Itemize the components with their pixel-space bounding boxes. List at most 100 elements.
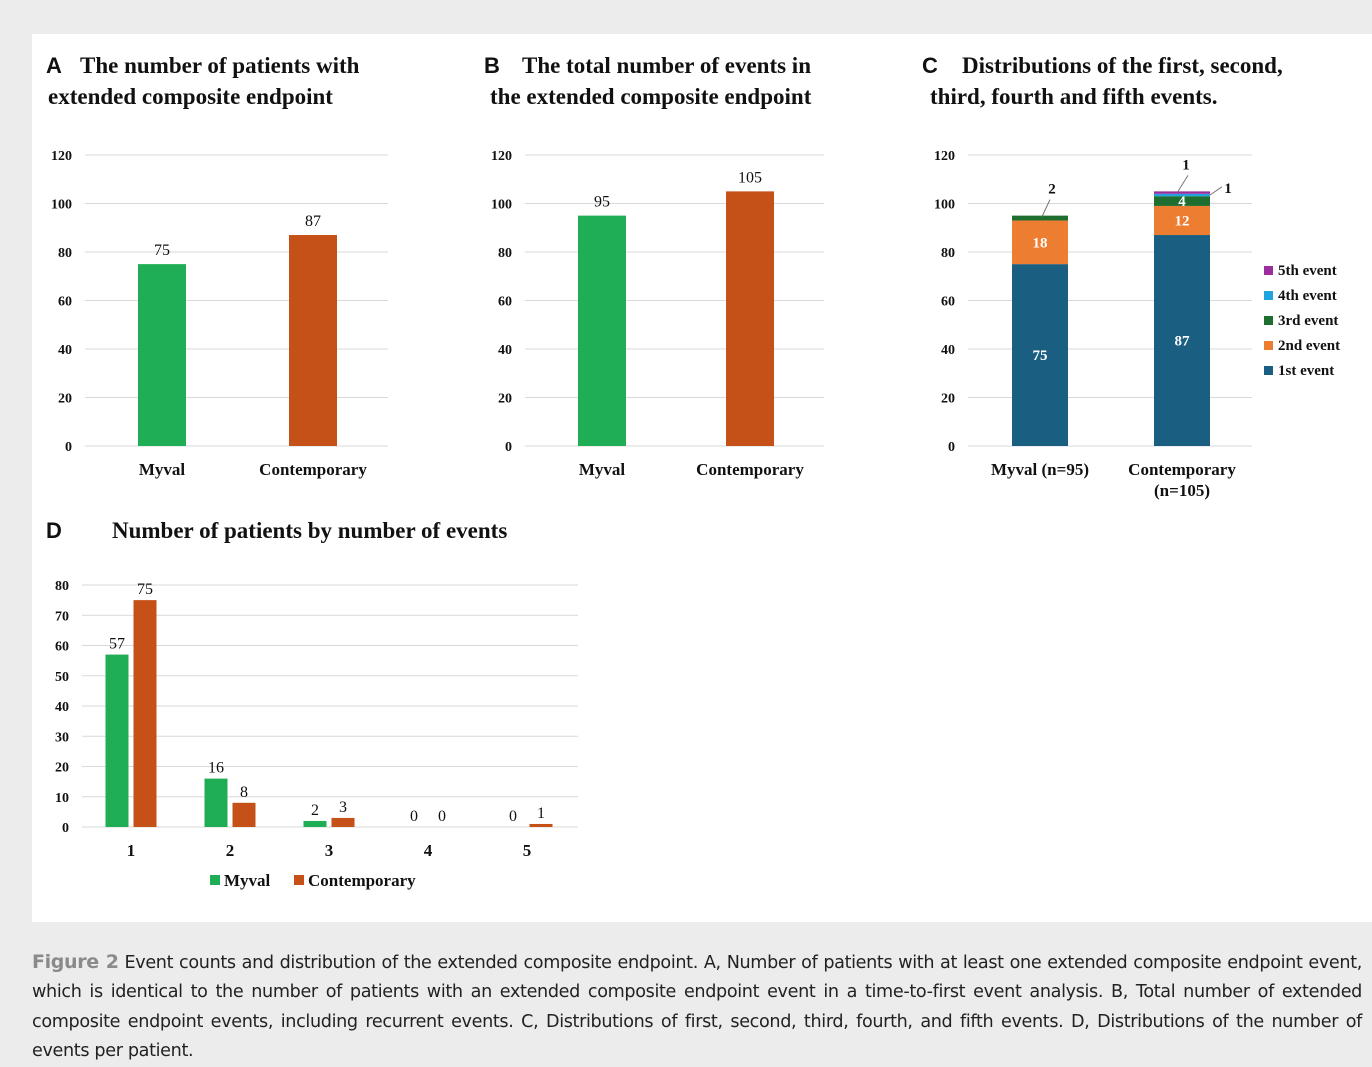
- bar-segment-C-1-5th-event: [1154, 191, 1210, 194]
- y-tick-label-C-40: 40: [941, 343, 955, 358]
- panel-title-B-line2: the extended composite endpoint: [490, 84, 812, 109]
- legend-label-C-5th-event: 5th event: [1278, 263, 1337, 279]
- data-label-C-1-5th-event: 1: [1182, 157, 1190, 173]
- x-tick-label-C-0-line1: Myval (n=95): [991, 460, 1089, 479]
- y-tick-label-B-100: 100: [491, 198, 512, 213]
- panel-letter-B: B: [484, 53, 500, 78]
- data-label-D-2-contemporary: 8: [240, 784, 248, 801]
- data-label-D-2-myval: 16: [208, 760, 224, 777]
- legend-label-C-2nd-event: 2nd event: [1278, 338, 1340, 354]
- y-tick-label-D-0: 0: [62, 821, 69, 836]
- data-label-B-myval: 95: [594, 194, 610, 211]
- y-tick-label-D-80: 80: [55, 579, 69, 594]
- x-tick-label-D-1: 1: [127, 841, 136, 860]
- legend-swatch-C-2nd-event: [1264, 341, 1273, 350]
- bar-D-3-myval: [303, 820, 327, 827]
- data-label-D-4-contemporary: 0: [438, 808, 446, 825]
- y-tick-label-A-80: 80: [58, 246, 72, 261]
- caption-text: Event counts and distribution of the ext…: [32, 952, 1362, 1062]
- bar-segment-C-1-4th-event: [1154, 193, 1210, 197]
- y-tick-label-D-70: 70: [55, 609, 69, 624]
- data-label-C-1-2nd-event: 12: [1175, 213, 1190, 229]
- leader-line-C-1-4: [1177, 175, 1189, 192]
- legend-swatch-C-5th-event: [1264, 266, 1273, 275]
- x-tick-label-D-5: 5: [523, 841, 532, 860]
- y-tick-label-D-50: 50: [55, 670, 69, 685]
- y-tick-label-D-30: 30: [55, 730, 69, 745]
- data-label-D-5-contemporary: 1: [537, 805, 545, 822]
- bar-segment-C-1-3rd-event: [1154, 196, 1210, 206]
- legend-label-D-contemporary: Contemporary: [308, 871, 416, 890]
- data-label-D-3-contemporary: 3: [339, 799, 347, 816]
- charts-canvas: A The number of patients with extended com…: [46, 53, 1340, 890]
- y-tick-label-C-0: 0: [948, 440, 955, 455]
- y-tick-label-C-80: 80: [941, 246, 955, 261]
- caption-label: Figure 2: [32, 950, 119, 973]
- x-tick-label-D-2: 2: [226, 841, 235, 860]
- y-tick-label-A-100: 100: [51, 198, 72, 213]
- bar-D-1-contemporary: [133, 600, 157, 827]
- data-label-C-0-2nd-event: 18: [1033, 235, 1048, 251]
- panel-title-D-line1: Number of patients by number of events: [112, 518, 507, 543]
- y-tick-label-B-0: 0: [505, 440, 512, 455]
- leader-line-C-0-2: [1041, 199, 1051, 217]
- panel-title-A-line1: The number of patients with: [80, 53, 360, 78]
- data-label-B-contemporary: 105: [738, 169, 762, 186]
- bar-D-2-myval: [204, 778, 228, 827]
- y-tick-label-B-80: 80: [498, 246, 512, 261]
- bar-A-myval: [138, 264, 186, 446]
- bar-segment-C-1-2nd-event: [1154, 205, 1210, 236]
- bar-A-contemporary: [289, 235, 337, 446]
- bar-B-contemporary: [726, 191, 774, 446]
- x-tick-label-B-myval: Myval: [579, 460, 626, 479]
- y-tick-label-B-120: 120: [491, 149, 512, 164]
- data-label-C-0-3rd-event: 2: [1048, 182, 1056, 198]
- y-tick-label-C-60: 60: [941, 295, 955, 310]
- data-label-C-1-4th-event: 1: [1224, 181, 1232, 197]
- legend-label-D-myval: Myval: [224, 871, 271, 890]
- y-tick-label-A-20: 20: [58, 392, 72, 407]
- data-label-A-contemporary: 87: [305, 213, 321, 230]
- y-tick-label-B-20: 20: [498, 392, 512, 407]
- panel-letter-C: C: [922, 53, 938, 78]
- x-tick-label-C-1-line1: Contemporary: [1128, 460, 1236, 479]
- legend-swatch-D-contemporary: [294, 875, 304, 885]
- x-tick-label-B-contemporary: Contemporary: [696, 460, 804, 479]
- panel-letter-D: D: [46, 518, 62, 543]
- y-tick-label-A-60: 60: [58, 295, 72, 310]
- bar-D-3-contemporary: [331, 817, 355, 827]
- figure-panel: A The number of patients with extended com…: [32, 34, 1372, 922]
- legend-swatch-C-3rd-event: [1264, 316, 1273, 325]
- data-label-D-4-myval: 0: [410, 808, 418, 825]
- x-tick-label-C-1-line2: (n=105): [1154, 481, 1210, 500]
- bar-D-5-contemporary: [529, 823, 553, 827]
- data-label-D-1-myval: 57: [109, 636, 125, 653]
- data-label-D-5-myval: 0: [509, 808, 517, 825]
- data-label-D-1-contemporary: 75: [137, 581, 153, 598]
- bar-D-1-myval: [105, 654, 129, 827]
- y-tick-label-C-120: 120: [934, 149, 955, 164]
- panel-title-C-line1: Distributions of the first, second,: [962, 53, 1283, 78]
- x-tick-label-D-4: 4: [424, 841, 433, 860]
- data-label-D-3-myval: 2: [311, 802, 319, 819]
- data-label-C-0-1st-event: 75: [1033, 348, 1048, 364]
- bar-B-myval: [578, 215, 626, 446]
- y-tick-label-D-60: 60: [55, 640, 69, 655]
- y-tick-label-A-120: 120: [51, 149, 72, 164]
- bar-D-2-contemporary: [232, 802, 256, 827]
- panel-title-B-line1: The total number of events in: [522, 53, 811, 78]
- legend-label-C-3rd-event: 3rd event: [1278, 313, 1338, 329]
- y-tick-label-D-40: 40: [55, 700, 69, 715]
- panel-title-A-line2: extended composite endpoint: [48, 84, 333, 109]
- y-tick-label-A-40: 40: [58, 343, 72, 358]
- legend-label-C-1st-event: 1st event: [1278, 363, 1334, 379]
- bar-segment-C-0-3rd-event: [1012, 215, 1068, 221]
- legend-swatch-C-1st-event: [1264, 366, 1273, 375]
- bar-segment-C-0-2nd-event: [1012, 220, 1068, 265]
- y-tick-label-C-20: 20: [941, 392, 955, 407]
- legend-label-C-4th-event: 4th event: [1278, 288, 1337, 304]
- figure-caption: Figure 2 Event counts and distribution o…: [32, 948, 1362, 1067]
- x-tick-label-A-myval: Myval: [139, 460, 186, 479]
- panel-title-C-line2: third, fourth and fifth events.: [930, 84, 1218, 109]
- data-label-C-1-3rd-event: 4: [1178, 194, 1186, 210]
